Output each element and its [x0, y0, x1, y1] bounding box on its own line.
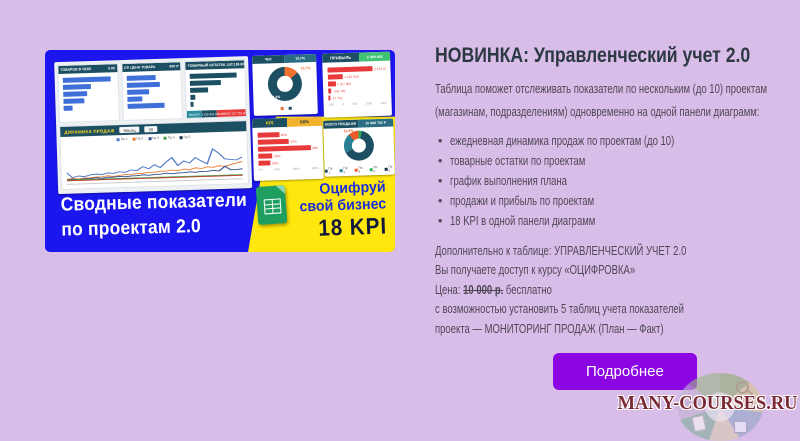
intro-line: Таблица поможет отслеживать показатели п… — [435, 82, 767, 96]
google-sheets-icon — [255, 185, 288, 225]
axis-ticks: 0% 50% 100% 150% — [258, 165, 319, 172]
list-item: ежедневная динамика продаж по проектам (… — [435, 131, 797, 151]
detail-line: проекта — МОНИТОРИНГ ПРОДАЖ (План — Факт… — [435, 321, 664, 336]
magnifier-icon — [736, 381, 749, 394]
detail-line: с возможностью установить 5 таблиц учета… — [435, 302, 684, 316]
bar-chart: 2 151 959 1 215 618 1 157 081 -141 781 -17 7… — [322, 61, 391, 103]
list-item: 18 KPI в одной панели диаграмм — [435, 211, 797, 231]
list-item-text: график выполнения плана — [450, 173, 567, 188]
list-item-text: ежедневная динамика продаж по проектам (… — [450, 133, 675, 148]
footer-cell: ВОЗВРАТ — [216, 109, 232, 118]
promo-dashboard-collage: ТОВАРОВ В ЧЕКЕ 0,00 СР. ЦЕНА ТОВАРА 800 Р … — [45, 50, 395, 252]
list-item: график выполнения плана — [435, 171, 797, 191]
panel-title: ПРИБЫЛЬ — [321, 52, 360, 63]
panel-value: 68% — [286, 116, 323, 127]
panel-sales-dynamics: ДИНАМИКА ПРОДАЖ Месяц 30 Пр 1 Пр 2 Пр 3 Пр … — [59, 120, 250, 191]
promo-badge-kpi: 18 KPI — [317, 212, 387, 241]
footer-cell: 4 235 631 ₽ — [201, 110, 217, 118]
panel-footer: ВЫКУП 4 235 631 ₽ ВОЗВРАТ 217 751 ₽ — [187, 109, 246, 119]
panel-total-sales: ВСЕГО ПРОДАЖИ 10 988 782 Р 63,5% 23,5% 1… — [323, 118, 395, 177]
detail-line: Вы получаете доступ к курсу «ОЦИФРОВКА» — [435, 263, 636, 277]
product-details: НОВИНКА: Управленческий учет 2.0 Таблица… — [435, 44, 797, 390]
price-label: Цена: — [435, 282, 461, 297]
footer-cell: 217 751 ₽ — [231, 109, 246, 117]
panel-kpi: KPI 68% 36% 52% 88% 24% 20% 0% 50% 100% 150% — [252, 116, 324, 181]
panel-title: KPI — [252, 117, 288, 128]
price-old: 10 000 р. — [463, 282, 504, 297]
detail-line: Дополнительно к таблице: УПРАВЛЕНЧЕСКИЙ … — [435, 243, 687, 258]
bar-chart — [122, 70, 182, 120]
chart-icon — [734, 421, 747, 433]
bar-chart — [186, 68, 246, 111]
donut-label: 63,5% — [374, 140, 385, 146]
panel-profit: ПРИБЫЛЬ 2 399 403 2 151 959 1 215 618 1 15… — [321, 51, 392, 118]
panel-title: ТОВАРОВ В ЧЕКЕ — [60, 67, 92, 72]
watermark-text: MANY-COURSES.RU — [617, 392, 797, 414]
panel-title: ТОВАРНЫЙ ОСТАТОК, ШТ. — [187, 62, 234, 68]
details-button[interactable]: Подробнее — [553, 353, 697, 390]
list-item-text: товарные остатки по проектам — [450, 153, 586, 168]
page-title: НОВИНКА: Управленческий учет 2.0 — [435, 44, 751, 67]
panel-value: 0,00 — [108, 66, 116, 71]
intro-line: (магазинам, подразделениям) одновременно… — [435, 104, 760, 119]
footer-cell: ВЫКУП — [187, 110, 202, 119]
promo-badge: Оцифруй свой бизнес 18 KPI — [294, 178, 387, 241]
donut-label: 23,5% — [332, 141, 343, 146]
list-item-text: продажи и прибыль по проектам — [450, 193, 595, 208]
filter-value-chip: 30 — [144, 125, 158, 133]
product-promo-image[interactable]: ТОВАРОВ В ЧЕКЕ 0,00 СР. ЦЕНА ТОВАРА 800 Р … — [45, 50, 395, 252]
panel-items-per-receipt: ТОВАРОВ В ЧЕКЕ 0,00 — [57, 63, 120, 124]
panel-share-donut: ЧЕК 13,7% 13,7% 86,3% — [252, 53, 318, 116]
filter-period-chip: Месяц — [119, 126, 140, 134]
bar-chart: 36% 52% 88% 24% 20% — [252, 126, 323, 168]
bar-chart — [59, 72, 119, 122]
panel-value: 800 Р — [169, 64, 179, 69]
site-watermark: MANY-COURSES.RU — [612, 371, 797, 441]
panel-title: ДИНАМИКА ПРОДАЖ — [64, 127, 115, 135]
dashboard-screenshot: ТОВАРОВ В ЧЕКЕ 0,00 СР. ЦЕНА ТОВАРА 800 Р … — [54, 56, 253, 195]
document-icon — [691, 414, 707, 433]
panel-title: СР. ЦЕНА ТОВАРА — [123, 64, 156, 70]
profit-delta-badge: 2 399 403 — [359, 51, 391, 62]
offer-details: Дополнительно к таблице: УПРАВЛЕНЧЕСКИЙ … — [435, 242, 797, 340]
donut-label: 13,7% — [300, 66, 311, 71]
product-intro: Таблица поможет отслеживать показатели п… — [435, 78, 797, 124]
promo-headline-line2: по проектам 2.0 — [61, 215, 202, 241]
line-chart — [65, 138, 243, 185]
feature-list: ежедневная динамика продаж по проектам (… — [435, 131, 797, 231]
donut-label: 86,3% — [270, 95, 281, 100]
list-item: продажи и прибыль по проектам — [435, 191, 797, 211]
axis-ticks: -500 0 500 1000 1500 — [328, 100, 387, 107]
price-new: бесплатно — [505, 282, 552, 297]
panel-avg-price: СР. ЦЕНА ТОВАРА 800 Р — [120, 61, 184, 122]
panel-stock: ТОВАРНЫЙ ОСТАТОК, ШТ. 136 606 ВЫКУП 4 235… — [184, 59, 247, 120]
donut-chart — [343, 130, 375, 162]
promo-headline: Сводные показатели по проектам 2.0 — [60, 188, 264, 243]
donut-label: 11,3% — [343, 128, 354, 134]
list-item: товарные остатки по проектам — [435, 151, 797, 171]
price-line: Цена: 10 000 р. бесплатно — [435, 281, 710, 301]
list-item-text: 18 KPI в одной панели диаграмм — [450, 213, 596, 228]
panel-value: 136 606 — [233, 62, 247, 67]
